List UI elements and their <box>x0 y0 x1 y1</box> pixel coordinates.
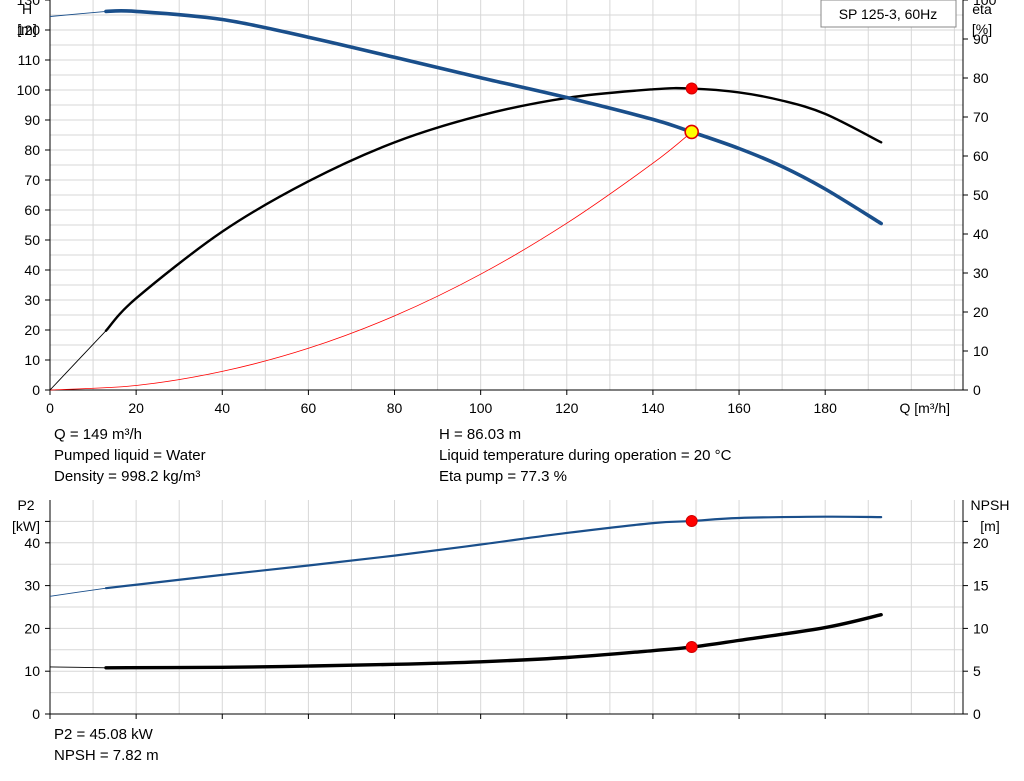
info-p2: P2 = 45.08 kW <box>54 726 153 743</box>
npsh-axis-label: NPSH <box>971 497 1010 513</box>
h-tick-label: 130 <box>17 0 41 8</box>
eta-tick-label: 10 <box>973 343 989 359</box>
info-density: Density = 998.2 kg/m³ <box>54 468 201 485</box>
npsh-tick-label: 5 <box>973 663 981 679</box>
info-npsh: NPSH = 7.82 m <box>54 747 159 764</box>
duty-point <box>684 124 699 140</box>
npsh-tick-label: 20 <box>973 535 989 551</box>
eta-tick-label: 80 <box>973 70 989 86</box>
h-tick-label: 80 <box>24 142 40 158</box>
h-tick-label: 30 <box>24 292 40 308</box>
info-top-right: H = 86.03 m Liquid temperature during op… <box>439 424 731 487</box>
eta-tick-label: 60 <box>973 148 989 164</box>
x-tick-label: 80 <box>387 400 403 416</box>
eta-operating-point <box>685 82 698 95</box>
x-axis-label: Q [m³/h] <box>899 400 950 416</box>
p2-tick-label: 10 <box>24 663 40 679</box>
p2-operating-point <box>685 515 698 528</box>
npsh-axis-unit: [m] <box>980 518 999 534</box>
x-tick-label: 20 <box>128 400 144 416</box>
npsh-tick-label: 10 <box>973 620 989 636</box>
eta-axis-unit: [%] <box>972 21 992 37</box>
p2-axis-unit: [kW] <box>12 518 40 534</box>
x-tick-label: 100 <box>469 400 493 416</box>
eta-tick-label: 40 <box>973 226 989 242</box>
eta-tick-label: 50 <box>973 187 989 203</box>
npsh-curve-extension <box>49 666 106 669</box>
p2-tick-label: 20 <box>24 620 40 636</box>
info-liquid: Pumped liquid = Water <box>54 447 206 464</box>
chart-title: SP 125-3, 60Hz <box>839 6 938 22</box>
info-flow: Q = 149 m³/h <box>54 426 142 443</box>
p2-tick-label: 30 <box>24 578 40 594</box>
p2-tick-label: 0 <box>32 706 40 722</box>
h-tick-label: 50 <box>24 232 40 248</box>
p2-curve <box>104 515 883 590</box>
x-tick-label: 120 <box>555 400 579 416</box>
info-temperature: Liquid temperature during operation = 20… <box>439 447 732 464</box>
chart-title-box <box>820 0 957 28</box>
eta-tick-label: 70 <box>973 109 989 125</box>
h-tick-label: 110 <box>18 52 41 68</box>
info-head: H = 86.03 m <box>439 426 522 443</box>
h-axis-label: H <box>22 1 32 17</box>
npsh-tick-label: 15 <box>973 578 989 594</box>
npsh-tick-label: 0 <box>973 706 981 722</box>
x-tick-label: 140 <box>641 400 665 416</box>
x-tick-label: 180 <box>814 400 838 416</box>
h-axis-unit: [m] <box>17 21 36 37</box>
h-tick-label: 0 <box>32 382 40 398</box>
x-tick-label: 60 <box>301 400 317 416</box>
eta-tick-label: 30 <box>973 265 989 281</box>
h-tick-label: 20 <box>24 322 40 338</box>
h-tick-label: 60 <box>24 202 40 218</box>
h-tick-label: 10 <box>24 352 40 368</box>
eta-curve-extension <box>49 330 107 391</box>
eta-axis-label: eta <box>972 1 992 17</box>
h-tick-label: 40 <box>24 262 40 278</box>
x-tick-label: 0 <box>46 400 54 416</box>
info-top-left: Q = 149 m³/h Pumped liquid = Water Densi… <box>54 424 206 487</box>
npsh-operating-point <box>685 641 698 654</box>
npsh-curve <box>104 613 883 670</box>
head-curve-extension <box>49 10 107 17</box>
h-tick-label: 70 <box>24 172 40 188</box>
eta-tick-label: 100 <box>973 0 997 8</box>
p2-tick-label: 40 <box>24 535 40 551</box>
h-tick-label: 100 <box>17 82 41 98</box>
p2-curve-extension <box>49 587 107 597</box>
system-curve <box>49 131 692 391</box>
eta-curve <box>104 86 883 332</box>
x-tick-label: 160 <box>727 400 751 416</box>
eta-tick-label: 20 <box>973 304 989 320</box>
info-bottom: P2 = 45.08 kW NPSH = 7.82 m <box>54 724 159 766</box>
eta-tick-label: 90 <box>973 31 989 47</box>
head-curve <box>104 9 883 226</box>
h-tick-label: 120 <box>17 22 41 38</box>
p2-axis-label: P2 <box>17 497 34 513</box>
eta-tick-label: 0 <box>973 382 981 398</box>
h-tick-label: 90 <box>24 112 40 128</box>
x-tick-label: 40 <box>214 400 230 416</box>
info-eta: Eta pump = 77.3 % <box>439 468 567 485</box>
